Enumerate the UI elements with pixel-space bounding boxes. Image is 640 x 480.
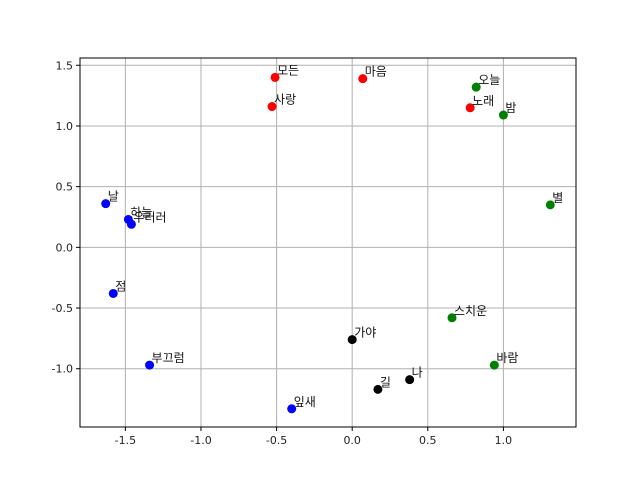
data-point	[465, 103, 475, 113]
data-point	[489, 360, 499, 370]
y-tick-label: 0.0	[56, 241, 74, 254]
point-label: 밤	[505, 101, 516, 115]
point-label: 마음	[365, 65, 387, 79]
data-point	[358, 74, 368, 84]
plot-area-frame	[79, 57, 577, 428]
point-label: 오늘	[478, 73, 500, 87]
point-label: 하늘	[130, 205, 152, 219]
data-point	[101, 199, 111, 209]
data-point	[347, 335, 357, 345]
point-label: 가야	[354, 326, 376, 340]
point-label: 바람	[496, 351, 518, 365]
x-tick-label: -0.5	[266, 434, 287, 447]
point-label: 부끄럼	[152, 351, 185, 365]
x-tick-label: 0.5	[419, 434, 437, 447]
data-point	[145, 360, 155, 370]
y-tick-label: -0.5	[52, 302, 73, 315]
point-label: 점	[115, 279, 126, 293]
data-point	[126, 219, 136, 229]
x-tick-label: -1.5	[115, 434, 136, 447]
point-label: 모든	[277, 63, 299, 77]
data-point	[498, 110, 508, 120]
data-point	[373, 384, 383, 394]
y-tick-label: -1.0	[52, 363, 73, 376]
point-label: 날	[108, 190, 119, 204]
point-label: 스치운	[454, 304, 487, 318]
data-point	[447, 313, 457, 323]
x-tick-label: 1.0	[495, 434, 513, 447]
point-label: 우러러	[133, 210, 166, 224]
point-label: 길	[380, 375, 391, 389]
data-point	[405, 375, 415, 385]
data-point	[545, 200, 555, 210]
x-tick-label: 0.0	[343, 434, 361, 447]
y-tick-label: 0.5	[56, 181, 74, 194]
data-point	[108, 288, 118, 298]
point-label: 노래	[472, 94, 494, 108]
data-point	[267, 102, 277, 112]
point-label: 사랑	[274, 93, 296, 107]
x-tick-label: -1.0	[190, 434, 211, 447]
point-label: 별	[552, 191, 563, 205]
data-point	[471, 82, 481, 92]
data-point	[270, 72, 280, 82]
data-points	[101, 72, 555, 414]
point-label: 잎새	[294, 395, 316, 409]
y-tick-label: 1.0	[56, 120, 74, 133]
point-label: 나	[412, 366, 423, 380]
tick-layer: -1.5 -1.0 -0.5 0.0 0.5 1.0 1.5 1.0 0.5 0.0 -0.5 -1.…	[52, 59, 513, 447]
y-tick-label: 1.5	[56, 59, 74, 72]
data-point	[287, 404, 297, 414]
